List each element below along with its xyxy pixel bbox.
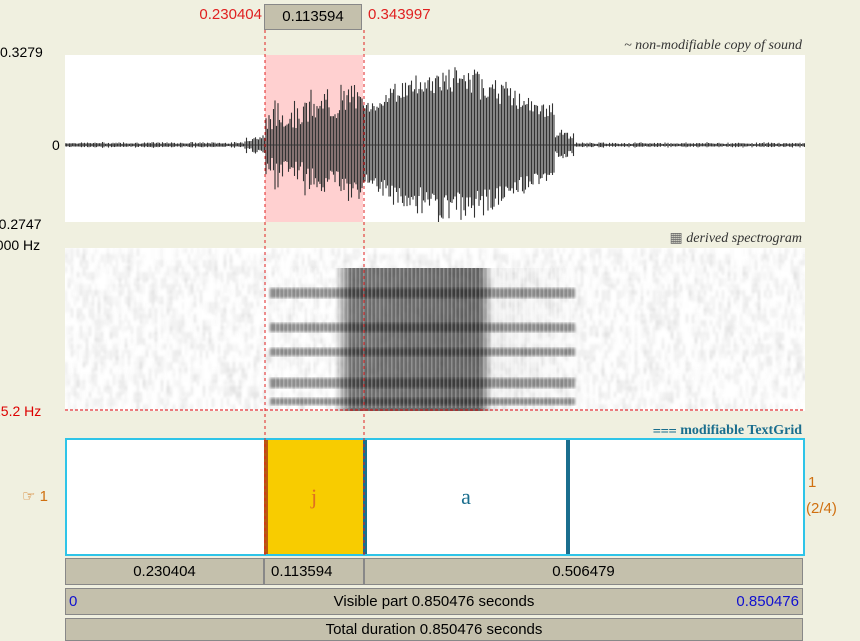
visible-end: 0.850476 bbox=[736, 593, 799, 610]
waveform-y-min-label: -0.2747 bbox=[0, 216, 42, 232]
waveform-y-max-label: 0.3279 bbox=[0, 44, 43, 60]
spectrogram-title: derived spectrogram bbox=[686, 231, 802, 246]
spectrogram-y-min-label: 25.2 Hz bbox=[0, 403, 42, 419]
interval-3[interactable]: a bbox=[365, 440, 567, 554]
selected-interval-fill bbox=[265, 440, 363, 554]
visible-part-label: Visible part 0.850476 seconds bbox=[333, 593, 535, 610]
textgrid-tier[interactable]: j a bbox=[65, 438, 805, 556]
textgrid-icon: ⩶ bbox=[652, 423, 677, 438]
tier-interval-count: (2/4) bbox=[806, 500, 837, 517]
total-duration-bar[interactable]: Total duration 0.850476 seconds bbox=[65, 618, 803, 641]
selection-start-label: 0.230404 bbox=[199, 6, 262, 23]
tier-right-number: 1 bbox=[808, 474, 817, 491]
textgrid-title: modifiable TextGrid bbox=[680, 423, 802, 438]
waveform-trace bbox=[64, 67, 806, 224]
tier-index: 1 bbox=[39, 488, 48, 505]
selection-duration-box[interactable]: 0.113594 bbox=[264, 4, 362, 30]
spectrogram-y-max-label: 5000 Hz bbox=[0, 237, 41, 253]
interval-3-text: a bbox=[461, 484, 471, 509]
waveform-y-zero-label: 0 bbox=[52, 137, 60, 153]
waveform-svg bbox=[64, 55, 806, 224]
boundary-2[interactable] bbox=[363, 440, 367, 554]
interval-2[interactable]: j bbox=[265, 440, 363, 554]
selection-end-label: 0.343997 bbox=[368, 6, 431, 23]
pointing-hand-icon: ☞ bbox=[22, 488, 36, 505]
spectrogram-svg bbox=[65, 248, 805, 411]
duration-segment-3[interactable]: 0.506479 bbox=[364, 558, 803, 585]
visible-part-bar[interactable]: 0 Visible part 0.850476 seconds 0.850476 bbox=[65, 588, 803, 615]
visible-start: 0 bbox=[69, 593, 78, 610]
spectrogram-formants bbox=[270, 268, 575, 408]
waveform-panel[interactable] bbox=[64, 55, 806, 224]
boundary-1[interactable] bbox=[264, 440, 268, 554]
boundary-3[interactable] bbox=[566, 440, 570, 554]
spectrogram-icon: ▦ bbox=[669, 231, 683, 246]
waveform-title: ~ non-modifiable copy of sound bbox=[624, 38, 802, 53]
tier-label[interactable]: ☞ 1 bbox=[22, 487, 48, 505]
duration-segment-1[interactable]: 0.230404 bbox=[65, 558, 264, 585]
spectrogram-panel[interactable] bbox=[65, 248, 805, 411]
duration-segment-2[interactable]: 0.113594 bbox=[264, 558, 364, 585]
interval-2-text: j bbox=[310, 484, 318, 509]
